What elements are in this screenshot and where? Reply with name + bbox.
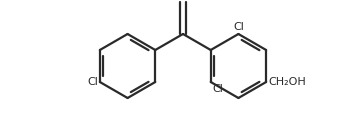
Text: Cl: Cl bbox=[213, 84, 224, 94]
Text: CH₂OH: CH₂OH bbox=[268, 77, 306, 87]
Text: Cl: Cl bbox=[87, 77, 98, 87]
Text: Cl: Cl bbox=[233, 22, 244, 32]
